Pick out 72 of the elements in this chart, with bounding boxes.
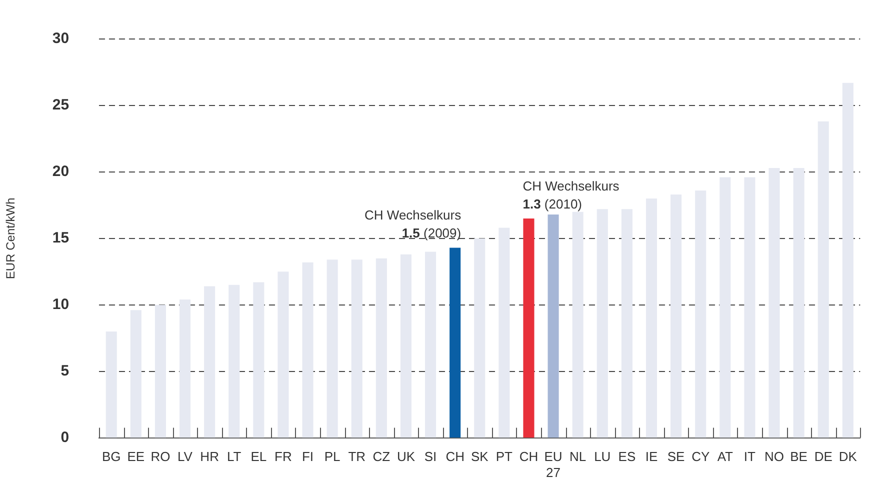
bar bbox=[670, 194, 682, 438]
bar bbox=[351, 260, 362, 438]
bar bbox=[523, 218, 534, 438]
x-tick-label: SK bbox=[470, 449, 489, 464]
bar bbox=[228, 284, 240, 438]
y-tick-label: 0 bbox=[60, 428, 70, 446]
x-tick-label: CY bbox=[692, 449, 710, 464]
bar bbox=[425, 252, 436, 438]
bar bbox=[842, 82, 854, 438]
x-tick-label: BE bbox=[790, 449, 808, 464]
y-tick-label: 5 bbox=[60, 362, 70, 380]
y-tick-label: 25 bbox=[52, 96, 70, 114]
x-tick-label: CH bbox=[519, 449, 538, 464]
bar bbox=[450, 248, 461, 438]
bar bbox=[376, 258, 387, 438]
bar bbox=[793, 168, 804, 438]
x-tick-label: EE bbox=[127, 449, 145, 464]
bar bbox=[596, 209, 608, 438]
bar bbox=[498, 228, 510, 438]
y-tick-label: 15 bbox=[52, 230, 70, 247]
bar bbox=[326, 260, 338, 438]
x-tick-label: CH bbox=[446, 449, 464, 464]
bar bbox=[646, 198, 658, 438]
x-tick-label: EL bbox=[250, 449, 267, 464]
x-tick-label: RO bbox=[150, 449, 170, 464]
x-tick-label: ES bbox=[618, 449, 636, 464]
x-tick-label: SI bbox=[424, 449, 437, 464]
bar bbox=[621, 209, 632, 438]
bar bbox=[204, 286, 216, 438]
bar bbox=[744, 177, 756, 438]
x-tick-label: SE bbox=[667, 449, 686, 464]
x-tick-label: PT bbox=[496, 449, 513, 464]
x-tick-label: EU 27 bbox=[544, 449, 562, 480]
x-tick-label: TR bbox=[348, 449, 366, 464]
bar bbox=[130, 310, 142, 438]
y-tick-label: 20 bbox=[52, 163, 70, 180]
x-tick-label: LU bbox=[594, 449, 611, 464]
x-tick-label: UK bbox=[396, 449, 416, 464]
bar bbox=[400, 254, 412, 438]
x-tick-label: FI bbox=[302, 449, 314, 464]
y-tick-label: 10 bbox=[52, 296, 70, 314]
y-axis-title: EUR Cent/kWh bbox=[4, 198, 18, 280]
x-tick-label: DK bbox=[838, 449, 858, 464]
bar bbox=[278, 272, 289, 438]
x-tick-label: NO bbox=[764, 449, 784, 464]
bar bbox=[768, 168, 780, 438]
bar bbox=[818, 121, 829, 438]
bar bbox=[106, 331, 117, 438]
x-tick-label: CZ bbox=[372, 449, 390, 464]
x-tick-label: LT bbox=[227, 449, 242, 464]
x-tick-label: PL bbox=[324, 449, 340, 464]
bar bbox=[302, 262, 314, 438]
x-tick-label: IT bbox=[744, 449, 756, 464]
y-tick-label: 30 bbox=[52, 30, 70, 48]
bar bbox=[548, 214, 559, 438]
x-tick-label: IE bbox=[645, 449, 658, 464]
bar bbox=[720, 177, 731, 438]
x-tick-label: LV bbox=[178, 449, 193, 464]
x-tick-label: BG bbox=[102, 449, 121, 464]
x-tick-label: DE bbox=[814, 449, 833, 464]
bar bbox=[179, 300, 191, 438]
bar bbox=[154, 304, 166, 438]
bar bbox=[253, 282, 264, 438]
annotation: CH Wechselkurs 1.5 (2009) bbox=[364, 208, 462, 241]
bar bbox=[695, 190, 706, 438]
bar bbox=[474, 238, 486, 438]
bar bbox=[572, 212, 584, 438]
x-tick-label: NL bbox=[570, 449, 586, 464]
annotation: CH Wechselkurs 1.3 (2010) bbox=[522, 178, 620, 212]
x-tick-label: FR bbox=[274, 449, 292, 464]
x-tick-label: HR bbox=[200, 449, 219, 464]
x-tick-label: AT bbox=[717, 449, 734, 464]
